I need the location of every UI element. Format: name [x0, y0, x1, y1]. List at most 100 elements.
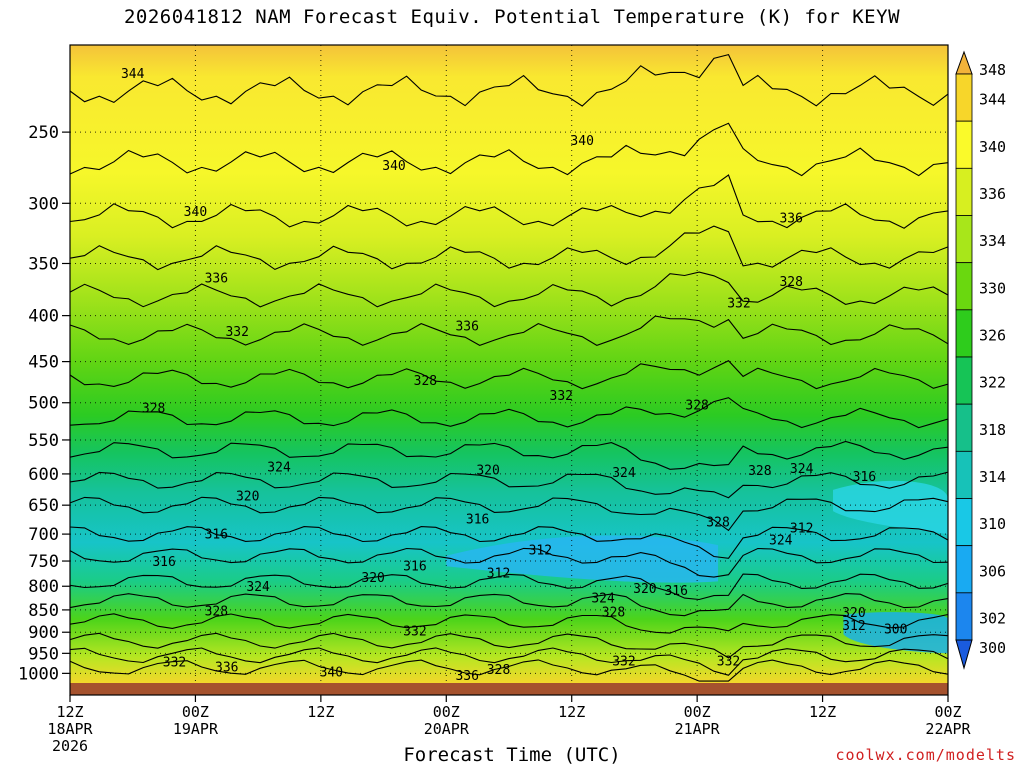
contour-label: 312 — [529, 543, 552, 558]
contour-label: 324 — [267, 461, 291, 476]
colorbar-label: 344 — [979, 91, 1006, 109]
contour-label: 328 — [205, 604, 228, 619]
contour-label: 328 — [706, 516, 729, 531]
contour-label: 328 — [142, 401, 165, 416]
contour-line — [69, 471, 949, 499]
colorbar-swatch — [955, 498, 973, 547]
colorbar-swatch — [955, 545, 973, 594]
contour-label: 328 — [685, 398, 708, 413]
contour-label: 340 — [570, 134, 593, 149]
x-tick-label: 12Z — [558, 703, 585, 721]
y-tick-label: 250 — [28, 123, 59, 143]
colorbar-swatch — [955, 356, 973, 405]
colorbar-label: 322 — [979, 374, 1006, 392]
x-tick-label: 18APR — [47, 720, 93, 738]
colorbar-top-arrow — [955, 50, 973, 75]
contour-label: 320 — [633, 582, 656, 597]
contour-label: 332 — [163, 655, 186, 670]
colorbar-swatch — [955, 215, 973, 264]
colorbar-label: 314 — [979, 468, 1006, 486]
x-tick-label: 00Z — [433, 703, 460, 721]
y-tick-label: 400 — [28, 307, 59, 327]
contour-line — [69, 225, 949, 271]
contour-label: 328 — [414, 374, 437, 389]
colorbar-bottom-arrow — [955, 639, 973, 670]
contour-label: 316 — [466, 513, 489, 528]
colorbar-swatch — [955, 167, 973, 216]
y-tick-label: 950 — [28, 644, 59, 664]
contour-label: 320 — [236, 489, 259, 504]
colorbar-swatch — [955, 403, 973, 452]
contour-label: 332 — [225, 325, 248, 340]
contour-label: 312 — [842, 619, 865, 634]
contour-label: 336 — [455, 669, 478, 684]
contour-label: 332 — [403, 624, 426, 639]
y-tick-label: 350 — [28, 254, 59, 274]
contour-line — [69, 613, 949, 634]
y-tick-label: 1000 — [18, 664, 59, 684]
contour-line — [69, 315, 949, 347]
y-tick-label: 450 — [28, 353, 59, 373]
contour-label: 320 — [842, 606, 865, 621]
y-tick-label: 700 — [28, 525, 59, 545]
contour-label: 300 — [884, 622, 907, 637]
contour-line — [69, 647, 949, 676]
contour-line — [69, 593, 949, 617]
contour-label: 316 — [664, 584, 687, 599]
colorbar-label: 340 — [979, 138, 1006, 156]
credit-text: coolwx.com/modelts — [835, 746, 1016, 764]
contour-line — [69, 360, 949, 390]
x-axis-title: Forecast Time (UTC) — [403, 744, 621, 766]
y-tick-label: 750 — [28, 552, 59, 572]
chart-title: 2026041812 NAM Forecast Equiv. Potential… — [123, 6, 901, 28]
colorbar-swatch — [955, 309, 973, 358]
colorbar-label: 318 — [979, 421, 1006, 439]
x-tick-label: 21APR — [675, 720, 721, 738]
y-tick-label: 500 — [28, 394, 59, 414]
contour-label: 316 — [205, 528, 228, 543]
y-tick-label: 650 — [28, 496, 59, 516]
colorbar-label: 302 — [979, 609, 1006, 627]
contour-label: 320 — [476, 463, 499, 478]
x-tick-label: 12Z — [307, 703, 334, 721]
contour-label: 336 — [205, 272, 228, 287]
contour-line — [69, 440, 949, 470]
contour-line — [69, 547, 949, 578]
ground-strip — [70, 683, 948, 695]
colorbar-layer: 348 344 340 336 334 330 326 322 318 314 310 306 302 3… — [955, 50, 1006, 670]
y-tick-label: 550 — [28, 431, 59, 451]
contour-label: 328 — [602, 606, 625, 621]
contour-label: 332 — [550, 389, 573, 404]
y-tick-label: 850 — [28, 601, 59, 621]
x-tick-label: 00Z — [934, 703, 961, 721]
colorbar-label: 310 — [979, 515, 1006, 533]
x-tick-label: 12Z — [809, 703, 836, 721]
colorbar-label: 326 — [979, 326, 1006, 344]
contour-line — [69, 122, 949, 177]
contour-label: 340 — [320, 665, 343, 680]
colorbar-swatch — [955, 450, 973, 499]
y-tick-label: 600 — [28, 465, 59, 485]
contour-label: 312 — [790, 521, 813, 536]
contour-label: 324 — [790, 462, 814, 477]
contour-line — [69, 573, 949, 601]
y-tick-label: 800 — [28, 577, 59, 597]
colorbar-swatch — [955, 120, 973, 169]
contour-label: 316 — [152, 555, 175, 570]
colorbar-swatch — [955, 262, 973, 311]
contour-label: 312 — [487, 566, 510, 581]
contour-label: 320 — [361, 571, 384, 586]
field-background — [70, 45, 948, 683]
contour-label: 332 — [612, 654, 635, 669]
x-tick-label: 20APR — [424, 720, 470, 738]
colorbar-label: 336 — [979, 185, 1006, 203]
contour-label: 328 — [748, 464, 771, 479]
contour-line — [69, 496, 949, 532]
colorbar-label: 330 — [979, 279, 1006, 297]
contour-label: 332 — [717, 655, 740, 670]
contour-label: 328 — [779, 275, 802, 290]
contour-label: 336 — [455, 319, 478, 334]
contour-label: 340 — [382, 159, 405, 174]
low-theta-region — [446, 535, 719, 583]
